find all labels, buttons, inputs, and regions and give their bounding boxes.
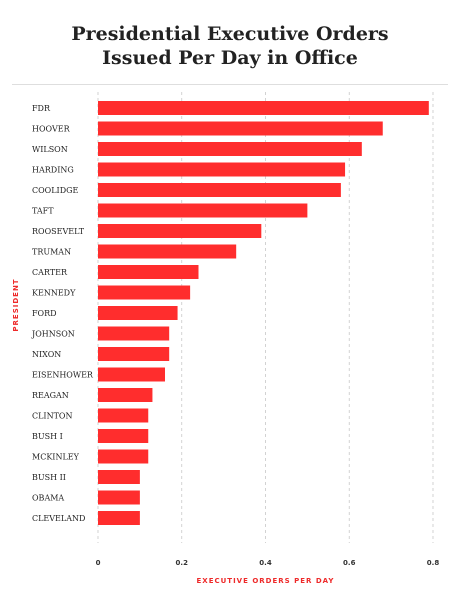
chart-title-line1: Presidential Executive Orders — [71, 23, 389, 45]
category-label: WILSON — [32, 145, 68, 154]
bar — [98, 470, 140, 484]
bar — [98, 306, 178, 320]
category-label: HARDING — [32, 166, 74, 175]
category-label: COOLIDGE — [32, 186, 79, 195]
x-tick-label: 0.8 — [427, 559, 440, 567]
category-label: NIXON — [32, 350, 61, 359]
bar — [98, 121, 383, 136]
category-label: KENNEDY — [32, 289, 76, 298]
bar — [98, 224, 262, 238]
category-label: BUSH I — [32, 432, 63, 441]
bar — [98, 388, 153, 402]
category-label: JOHNSON — [31, 330, 75, 339]
chart-title-line2: Issued Per Day in Office — [102, 47, 358, 69]
category-label: CARTER — [32, 268, 68, 277]
x-tick-label: 0.2 — [176, 559, 189, 567]
x-tick-label: 0 — [96, 559, 101, 567]
category-label: MCKINLEY — [32, 453, 80, 462]
category-label: REAGAN — [32, 391, 69, 400]
title-divider — [12, 84, 448, 85]
y-axis-label-text: PRESIDENT — [12, 278, 20, 332]
bar — [98, 203, 308, 218]
category-label: CLINTON — [32, 412, 73, 421]
category-label: OBAMA — [32, 494, 64, 503]
bar — [98, 183, 341, 197]
x-tick-label: 0.6 — [343, 559, 356, 567]
bar — [98, 101, 429, 115]
x-tick-label: 0.4 — [259, 559, 272, 567]
category-label: EISENHOWER — [32, 371, 94, 380]
category-label: TAFT — [32, 207, 54, 216]
bar — [98, 265, 199, 279]
bar — [98, 490, 140, 505]
bar — [98, 367, 165, 382]
bar — [98, 429, 149, 443]
category-label: BUSH II — [32, 473, 66, 482]
category-label: ROOSEVELT — [32, 227, 85, 236]
bar — [98, 408, 149, 423]
bar — [98, 511, 140, 525]
bar — [98, 449, 149, 464]
category-label: FORD — [32, 309, 57, 318]
category-label: HOOVER — [32, 125, 71, 134]
bar — [98, 244, 237, 259]
bar — [98, 142, 362, 156]
bar — [98, 326, 170, 341]
x-axis-label: EXECUTIVE ORDERS PER DAY — [196, 577, 335, 585]
chart-title: Presidential Executive Orders Issued Per… — [0, 22, 460, 70]
category-label: FDR — [32, 104, 51, 113]
category-label: CLEVELAND — [32, 514, 85, 523]
category-label: TRUMAN — [32, 248, 71, 257]
bar — [98, 162, 346, 177]
bar — [98, 347, 170, 361]
bar — [98, 285, 191, 300]
